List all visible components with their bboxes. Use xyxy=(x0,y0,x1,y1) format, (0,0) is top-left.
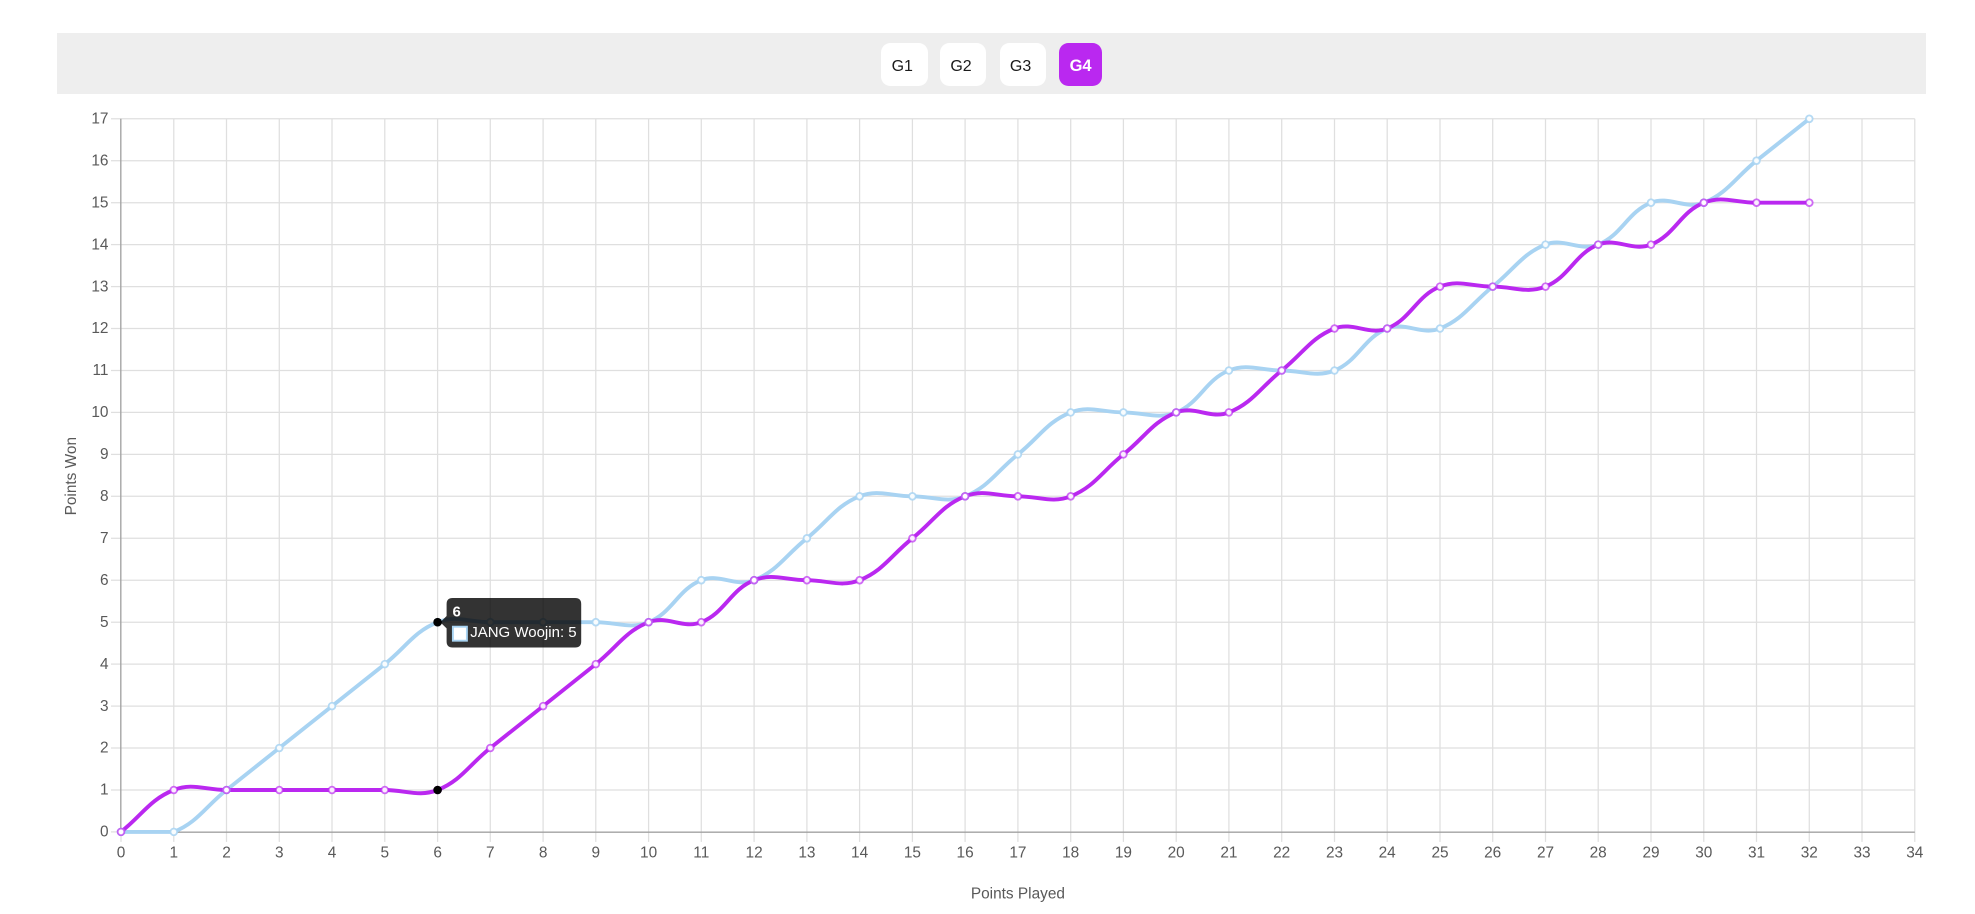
svg-text:17: 17 xyxy=(91,111,108,128)
svg-text:6: 6 xyxy=(100,572,109,589)
svg-text:16: 16 xyxy=(91,152,108,169)
svg-text:25: 25 xyxy=(1431,844,1448,861)
svg-text:12: 12 xyxy=(91,320,108,337)
svg-text:34: 34 xyxy=(1906,844,1924,861)
svg-text:14: 14 xyxy=(851,844,869,861)
svg-text:15: 15 xyxy=(904,844,921,861)
svg-text:5: 5 xyxy=(381,844,390,861)
svg-text:18: 18 xyxy=(1062,844,1079,861)
svg-text:20: 20 xyxy=(1168,844,1185,861)
svg-text:Points Won: Points Won xyxy=(63,437,80,515)
svg-text:14: 14 xyxy=(91,236,109,253)
svg-text:7: 7 xyxy=(100,530,109,547)
svg-text:1: 1 xyxy=(100,782,109,799)
svg-text:9: 9 xyxy=(100,446,109,463)
svg-text:24: 24 xyxy=(1379,844,1397,861)
svg-text:6: 6 xyxy=(433,844,442,861)
svg-text:2: 2 xyxy=(100,740,109,757)
svg-text:5: 5 xyxy=(100,614,109,631)
svg-text:0: 0 xyxy=(117,844,126,861)
svg-text:11: 11 xyxy=(693,844,709,861)
svg-text:28: 28 xyxy=(1590,844,1607,861)
svg-text:26: 26 xyxy=(1484,844,1501,861)
svg-text:8: 8 xyxy=(539,844,548,861)
svg-text:1: 1 xyxy=(170,844,179,861)
svg-text:31: 31 xyxy=(1748,844,1765,861)
svg-text:27: 27 xyxy=(1537,844,1554,861)
svg-text:4: 4 xyxy=(100,656,109,673)
svg-text:Points Played: Points Played xyxy=(971,886,1065,903)
svg-text:9: 9 xyxy=(592,844,601,861)
svg-text:0: 0 xyxy=(100,824,109,841)
svg-text:11: 11 xyxy=(93,362,109,379)
svg-text:19: 19 xyxy=(1115,844,1132,861)
svg-text:3: 3 xyxy=(100,698,109,715)
svg-text:3: 3 xyxy=(275,844,284,861)
svg-text:2: 2 xyxy=(222,844,231,861)
svg-text:29: 29 xyxy=(1642,844,1659,861)
svg-text:8: 8 xyxy=(100,488,109,505)
svg-text:23: 23 xyxy=(1326,844,1343,861)
svg-text:33: 33 xyxy=(1853,844,1870,861)
svg-text:4: 4 xyxy=(328,844,337,861)
svg-text:16: 16 xyxy=(957,844,974,861)
svg-text:21: 21 xyxy=(1220,844,1237,861)
svg-text:10: 10 xyxy=(640,844,657,861)
svg-text:17: 17 xyxy=(1009,844,1026,861)
svg-text:12: 12 xyxy=(746,844,763,861)
svg-text:JANG Woojin: 5: JANG Woojin: 5 xyxy=(470,624,576,641)
svg-text:30: 30 xyxy=(1695,844,1712,861)
svg-text:13: 13 xyxy=(91,278,108,295)
svg-text:7: 7 xyxy=(486,844,495,861)
svg-text:10: 10 xyxy=(91,404,108,421)
svg-text:32: 32 xyxy=(1801,844,1818,861)
svg-text:15: 15 xyxy=(91,194,108,211)
svg-text:22: 22 xyxy=(1273,844,1290,861)
svg-text:13: 13 xyxy=(798,844,815,861)
svg-text:6: 6 xyxy=(453,603,461,620)
